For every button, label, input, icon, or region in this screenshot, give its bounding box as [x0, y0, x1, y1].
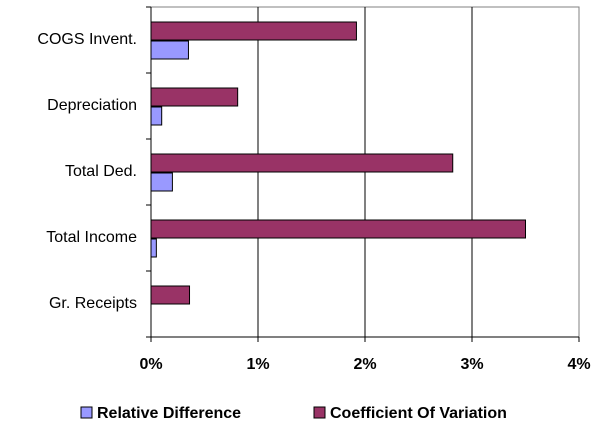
legend-label: Relative Difference [97, 405, 241, 422]
bar [150, 106, 163, 126]
x-tick-label: 2% [353, 356, 376, 373]
y-tick-label: Gr. Receipts [49, 295, 137, 312]
y-tick-label: COGS Invent. [37, 31, 137, 48]
legend-label: Coefficient Of Variation [330, 405, 507, 422]
x-tick-label: 1% [246, 356, 269, 373]
x-tick-label: 3% [460, 356, 483, 373]
y-tick-label: Depreciation [47, 97, 137, 114]
bar [150, 153, 454, 173]
y-tick-label: Total Income [46, 229, 137, 246]
bar [150, 40, 189, 60]
bar [150, 172, 173, 192]
y-tick-label: Total Ded. [65, 163, 137, 180]
legend-swatch [80, 406, 93, 419]
bar [150, 219, 526, 239]
bar [150, 21, 357, 41]
legend-swatch [313, 406, 326, 419]
x-tick-label: 0% [139, 356, 162, 373]
x-tick-label: 4% [567, 356, 590, 373]
bar [150, 238, 157, 258]
bar [150, 87, 239, 107]
bar [150, 285, 191, 305]
